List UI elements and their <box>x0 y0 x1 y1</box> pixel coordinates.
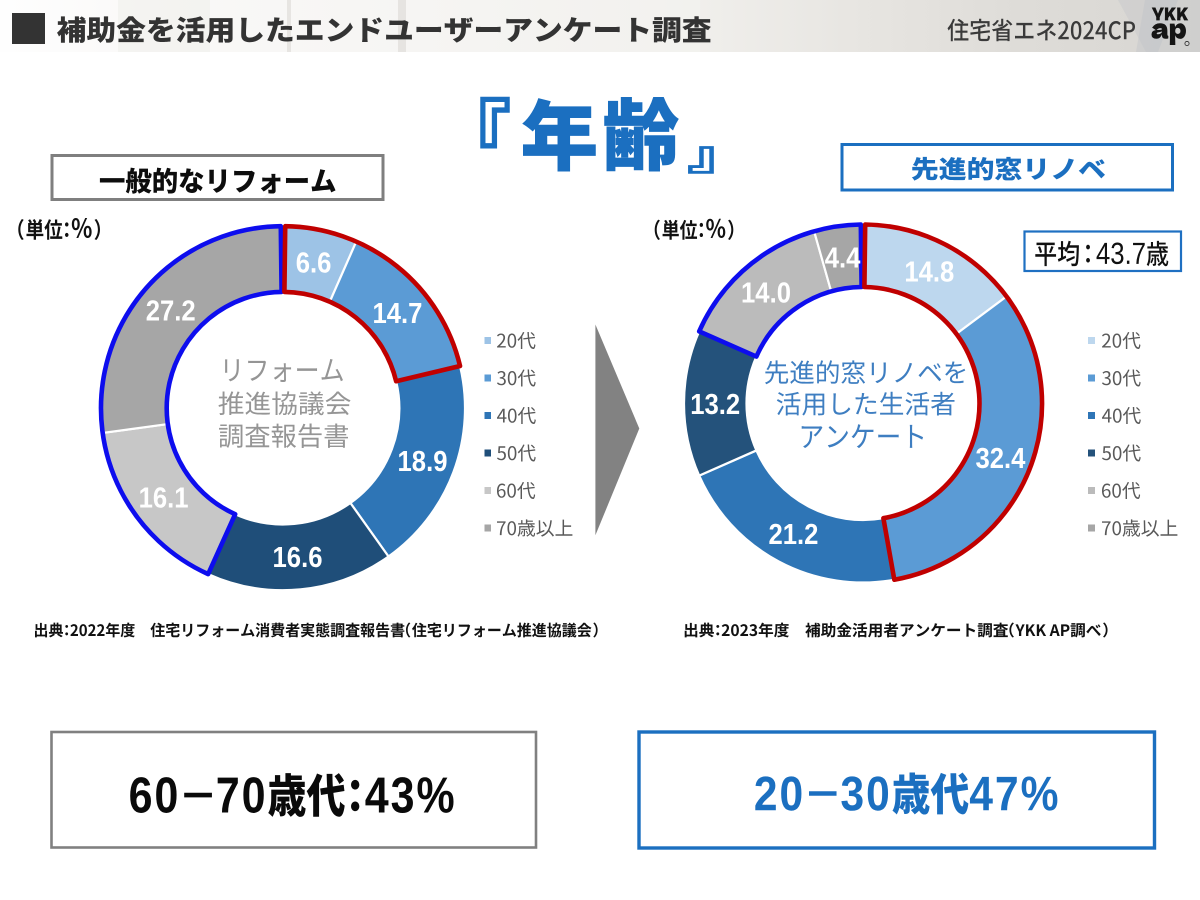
svg-text:32.4: 32.4 <box>975 442 1025 475</box>
svg-text:16.6: 16.6 <box>273 540 323 573</box>
svg-text:14.7: 14.7 <box>372 297 422 330</box>
svg-text:21.2: 21.2 <box>768 518 818 551</box>
svg-text:13.2: 13.2 <box>690 387 740 420</box>
svg-text:27.2: 27.2 <box>146 294 196 327</box>
svg-text:18.9: 18.9 <box>398 445 448 478</box>
svg-text:14.0: 14.0 <box>741 276 791 309</box>
svg-text:4.4: 4.4 <box>825 241 861 274</box>
svg-text:16.1: 16.1 <box>139 481 189 514</box>
svg-text:6.6: 6.6 <box>296 246 332 279</box>
svg-text:14.8: 14.8 <box>904 255 954 288</box>
